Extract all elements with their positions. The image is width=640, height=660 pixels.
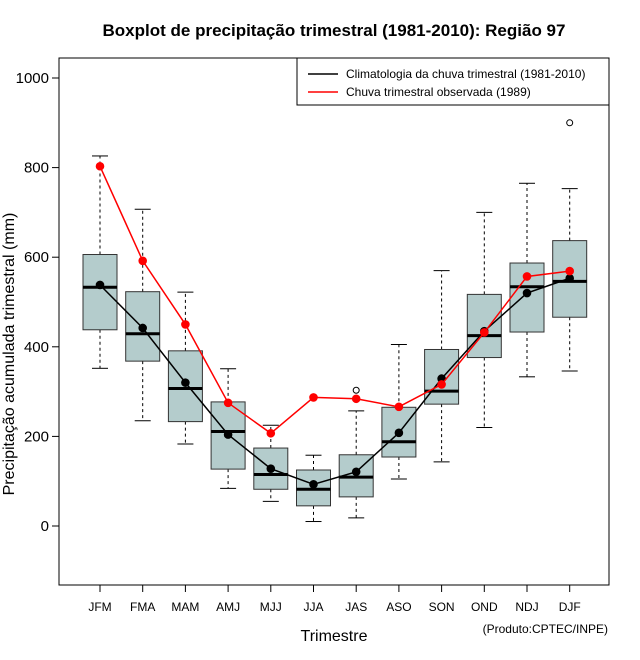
box-djf xyxy=(552,119,588,372)
series-observed-line xyxy=(99,165,570,435)
series-climatology-point-jfm xyxy=(95,280,105,290)
y-tick-label-4: 800 xyxy=(24,160,49,177)
x-tick-label-ond: OND xyxy=(471,600,498,614)
series-observed-point-amj xyxy=(223,398,233,408)
x-tick-label-jfm: JFM xyxy=(88,600,111,614)
series-observed-point-mjj xyxy=(266,428,276,438)
x-tick-label-fma: FMA xyxy=(130,600,155,614)
series-observed-point-jja xyxy=(309,393,318,402)
series-climatology-line xyxy=(99,277,570,486)
x-axis-title: Trimestre xyxy=(301,628,368,645)
x-tick-label-jas: JAS xyxy=(345,600,367,614)
x-tick-label-aso: ASO xyxy=(386,600,411,614)
x-tick-label-amj: AMJ xyxy=(216,600,240,614)
series-climatology-point-fma xyxy=(138,323,147,333)
x-tick-label-djf: DJF xyxy=(559,600,581,614)
series-climatology-point-jja xyxy=(309,480,318,489)
legend-label-climatology: Climatologia da chuva trimestral (1981-2… xyxy=(346,67,585,81)
x-tick-label-mam: MAM xyxy=(171,600,199,614)
series-climatology-point-jas xyxy=(351,467,361,477)
box-jas xyxy=(338,386,374,519)
box-jfm-iqr xyxy=(82,254,118,331)
series-observed-point-mam xyxy=(181,320,190,329)
series-observed-point-ond xyxy=(480,328,489,337)
box-djf-outlier-0 xyxy=(566,119,574,127)
box-jfm xyxy=(82,155,118,369)
series-climatology-point-mjj xyxy=(266,464,276,473)
legend: Climatologia da chuva trimestral (1981-2… xyxy=(296,57,610,106)
x-tick-label-jja: JJA xyxy=(303,600,323,614)
x-tick-label-ndj: NDJ xyxy=(515,600,538,614)
series-climatology-point-mam xyxy=(181,378,190,387)
series-climatology-point-djf xyxy=(565,273,575,283)
y-axis-title: Precipitação acumulada trimestral (mm) xyxy=(1,213,18,496)
x-axis: JFM FMA MAM AMJ MJJ JJA JAS ASO SON OND NDJ DJF xyxy=(88,584,581,614)
series-climatology-point-amj xyxy=(223,430,233,439)
y-tick-label-2: 400 xyxy=(24,339,49,356)
series-climatology-point-aso xyxy=(394,428,404,438)
series-observed-point-ndj xyxy=(522,272,532,281)
y-tick-label-1: 200 xyxy=(24,428,49,445)
series-observed-point-son xyxy=(437,380,446,389)
y-tick-label-0: 0 xyxy=(41,518,49,535)
y-tick-label-3: 600 xyxy=(24,249,49,266)
series-observed-point-jas xyxy=(351,394,361,404)
series-observed-point-aso xyxy=(394,402,404,412)
boxes-layer xyxy=(82,119,588,523)
legend-label-observed: Chuva trimestral observada (1989) xyxy=(346,85,531,99)
box-amj xyxy=(210,368,246,489)
box-jas-outlier-0 xyxy=(352,386,360,394)
y-tick-label-5: 1000 xyxy=(16,70,49,87)
credit-text: (Produto:CPTEC/INPE) xyxy=(483,622,608,636)
series-observed-point-jfm xyxy=(95,161,105,171)
series-observed-point-fma xyxy=(138,256,147,266)
series-observed-point-djf xyxy=(565,266,575,276)
series-climatology-point-ndj xyxy=(522,288,532,298)
box-aso xyxy=(381,344,417,480)
legend-box xyxy=(296,57,610,106)
x-tick-label-son: SON xyxy=(429,600,455,614)
y-axis: 0 200 400 600 800 1000 xyxy=(16,70,60,535)
series-layer xyxy=(95,161,575,489)
chart-title: Boxplot de precipitação trimestral (1981… xyxy=(103,21,566,40)
x-tick-label-mjj: MJJ xyxy=(260,600,282,614)
